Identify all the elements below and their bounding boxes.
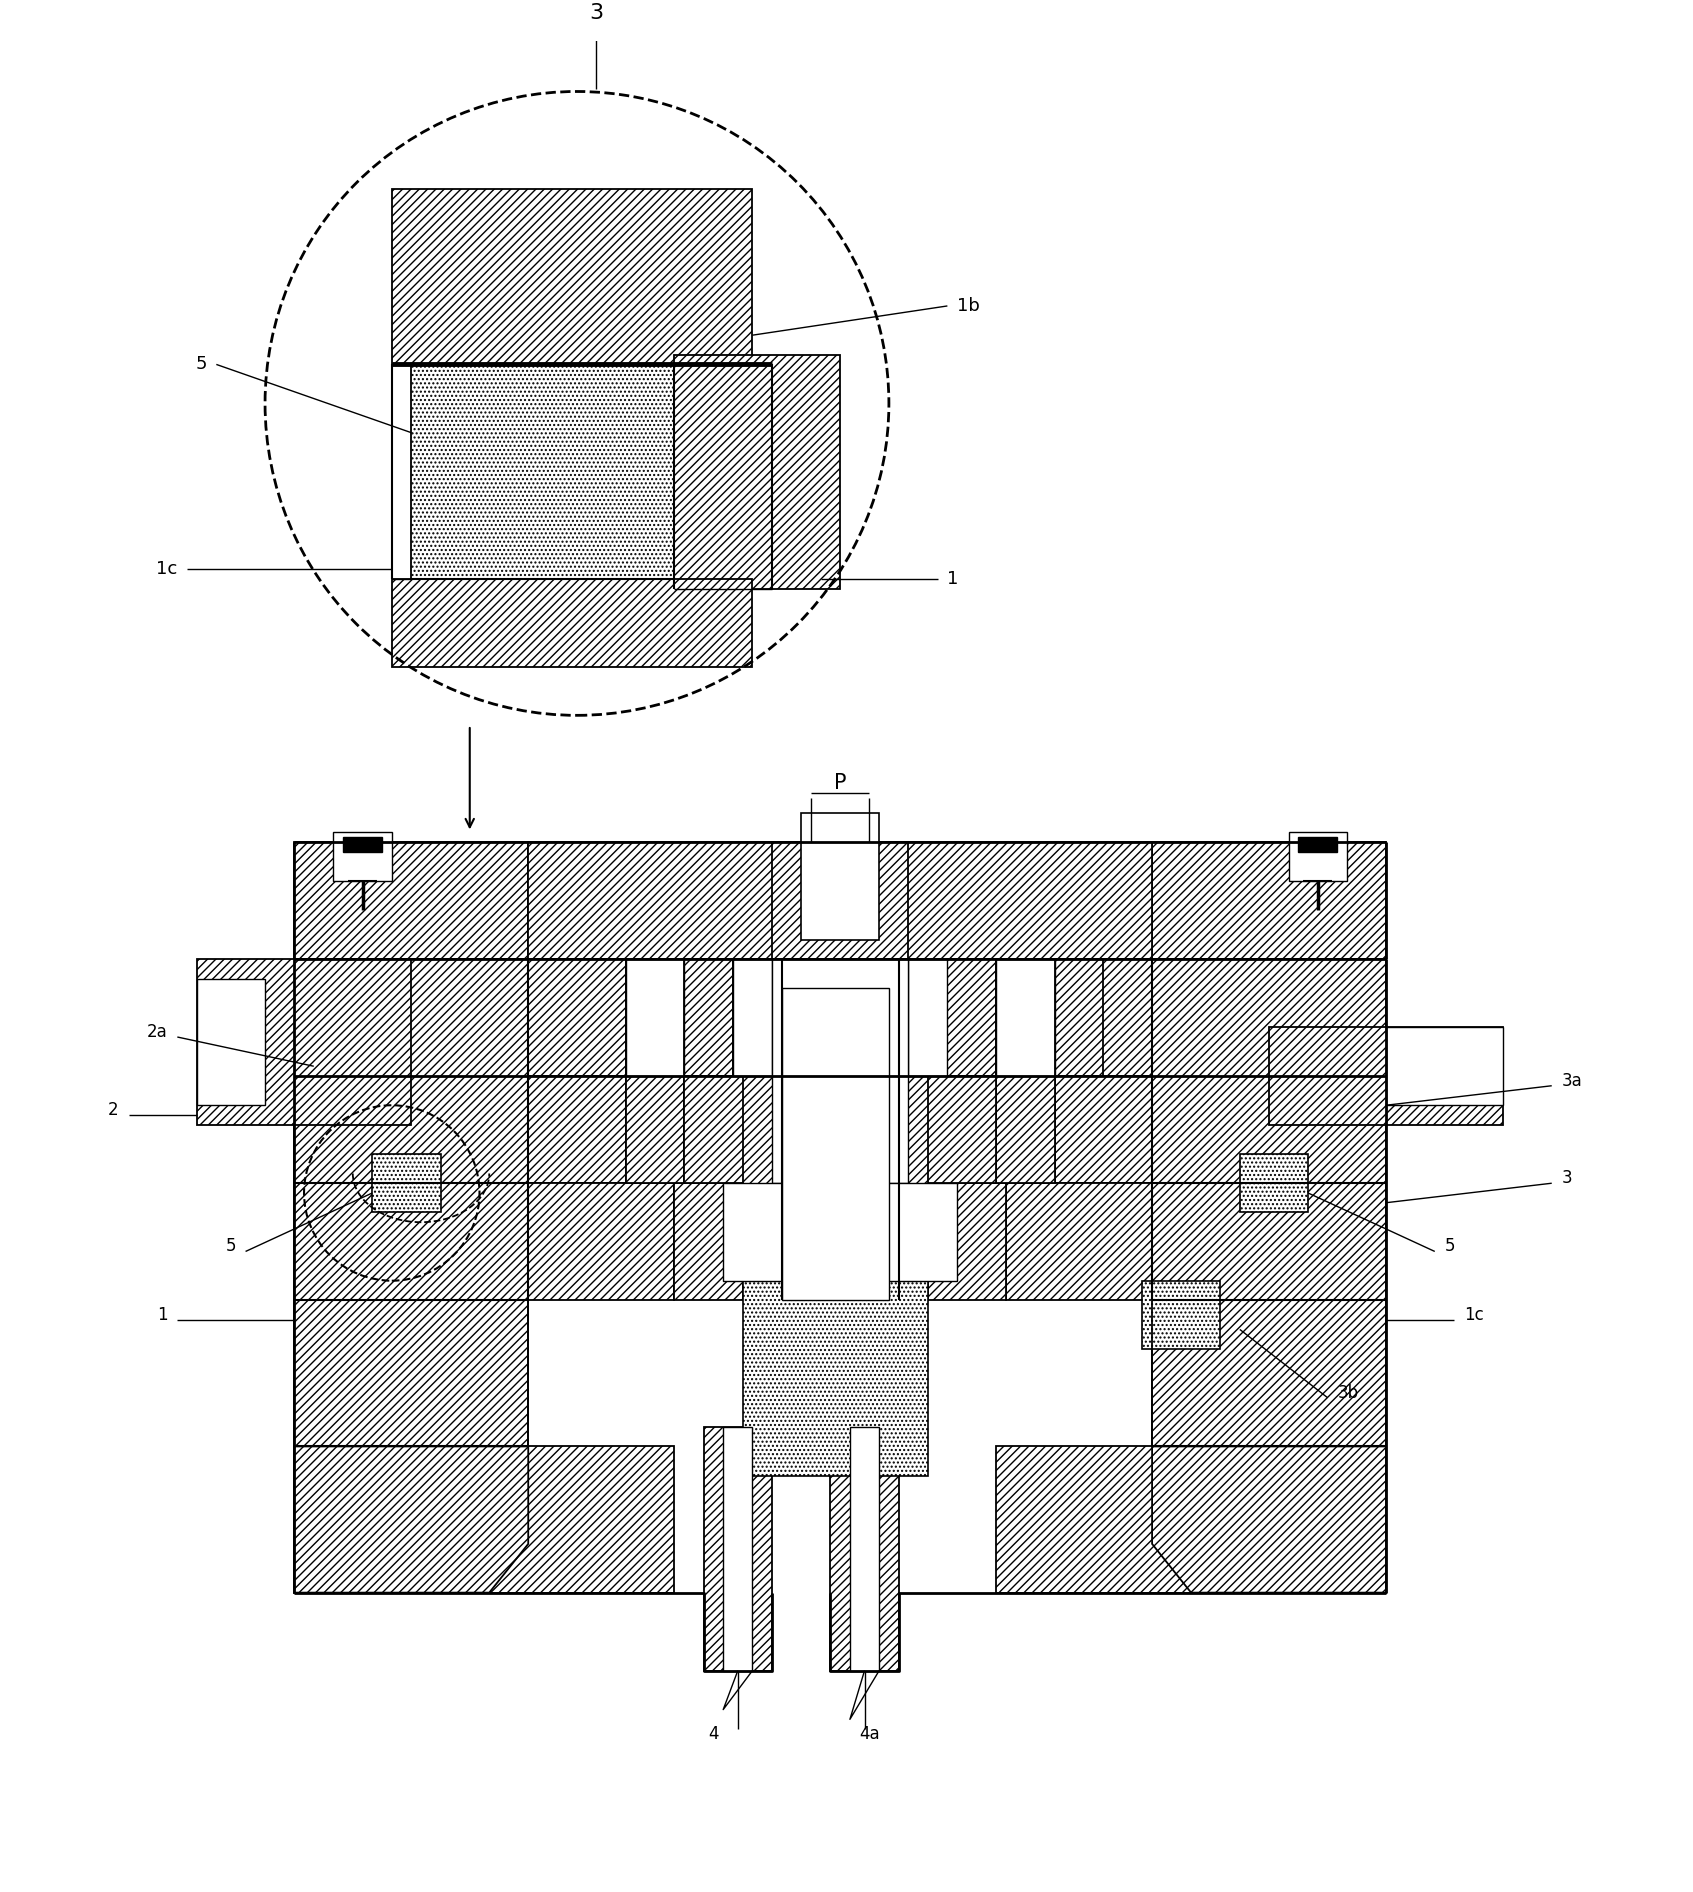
Bar bbox=[391, 579, 752, 666]
Bar bbox=[1239, 1154, 1309, 1213]
Text: 3: 3 bbox=[1561, 1169, 1573, 1186]
Bar bbox=[295, 1182, 528, 1300]
Bar bbox=[1288, 832, 1348, 882]
Bar bbox=[295, 1300, 528, 1445]
Bar bbox=[1006, 1182, 1153, 1300]
Bar bbox=[909, 1077, 995, 1182]
Bar bbox=[196, 978, 266, 1105]
Polygon shape bbox=[295, 1445, 528, 1593]
Bar bbox=[1055, 959, 1153, 1077]
Text: 3b: 3b bbox=[1337, 1383, 1358, 1402]
Bar bbox=[782, 988, 889, 1300]
Text: 5: 5 bbox=[195, 356, 207, 373]
Bar bbox=[948, 959, 995, 1077]
Bar bbox=[1153, 959, 1387, 1182]
Text: 1: 1 bbox=[948, 569, 958, 588]
Circle shape bbox=[266, 91, 889, 715]
Bar bbox=[334, 832, 391, 882]
Bar bbox=[1143, 1281, 1221, 1349]
Bar bbox=[995, 1445, 1387, 1593]
Bar bbox=[909, 959, 948, 1077]
Bar bbox=[1387, 1027, 1503, 1105]
Polygon shape bbox=[295, 959, 528, 1182]
Bar bbox=[743, 1281, 928, 1476]
Bar bbox=[295, 959, 430, 1077]
Bar bbox=[295, 842, 528, 959]
Bar bbox=[723, 1182, 957, 1281]
Bar bbox=[704, 1427, 772, 1671]
Text: 3: 3 bbox=[589, 4, 603, 23]
Bar bbox=[391, 189, 752, 365]
Bar bbox=[995, 959, 1055, 1077]
Text: 2: 2 bbox=[108, 1101, 119, 1118]
Bar bbox=[995, 1077, 1055, 1182]
Text: 2a: 2a bbox=[147, 1024, 168, 1041]
Bar bbox=[674, 1182, 1006, 1300]
Bar bbox=[733, 959, 772, 1077]
Bar bbox=[772, 959, 909, 1182]
Bar bbox=[1153, 1182, 1387, 1300]
Text: 1: 1 bbox=[157, 1305, 168, 1324]
Text: 1b: 1b bbox=[957, 297, 980, 314]
Bar bbox=[684, 959, 733, 1077]
Bar bbox=[344, 836, 383, 851]
Bar bbox=[684, 1077, 772, 1182]
Bar bbox=[879, 959, 909, 1077]
Text: 5: 5 bbox=[225, 1237, 235, 1256]
Text: 1c: 1c bbox=[1464, 1305, 1483, 1324]
Bar bbox=[626, 1077, 684, 1182]
Bar bbox=[528, 842, 1153, 959]
Bar bbox=[850, 1427, 879, 1671]
Bar bbox=[157, 814, 1571, 1710]
Bar bbox=[1153, 1300, 1387, 1445]
Bar bbox=[1249, 959, 1387, 1077]
Bar bbox=[372, 1154, 440, 1213]
Bar bbox=[889, 1008, 928, 1300]
Bar bbox=[411, 365, 674, 579]
Bar bbox=[196, 959, 411, 1124]
Text: 3a: 3a bbox=[1561, 1071, 1583, 1090]
Text: 4: 4 bbox=[708, 1726, 720, 1743]
Text: 4a: 4a bbox=[858, 1726, 880, 1743]
Polygon shape bbox=[1153, 1445, 1387, 1593]
Bar bbox=[1299, 836, 1337, 851]
Bar bbox=[295, 959, 528, 1182]
Bar bbox=[1270, 1027, 1503, 1124]
Text: 1c: 1c bbox=[156, 560, 178, 579]
Bar bbox=[674, 354, 840, 588]
Text: 5: 5 bbox=[1444, 1237, 1454, 1256]
Bar bbox=[1153, 842, 1387, 959]
Text: P: P bbox=[835, 774, 846, 793]
Bar bbox=[528, 1077, 626, 1182]
Bar bbox=[830, 1427, 899, 1671]
Bar bbox=[528, 1182, 674, 1300]
Bar bbox=[528, 959, 626, 1077]
Bar bbox=[1055, 1077, 1153, 1182]
Bar bbox=[295, 1445, 674, 1593]
Bar bbox=[772, 842, 909, 959]
Bar bbox=[626, 959, 684, 1077]
Bar bbox=[295, 959, 528, 1182]
Bar bbox=[801, 814, 879, 940]
Bar bbox=[723, 1427, 752, 1671]
Bar bbox=[743, 1008, 782, 1300]
Bar bbox=[772, 959, 801, 1077]
